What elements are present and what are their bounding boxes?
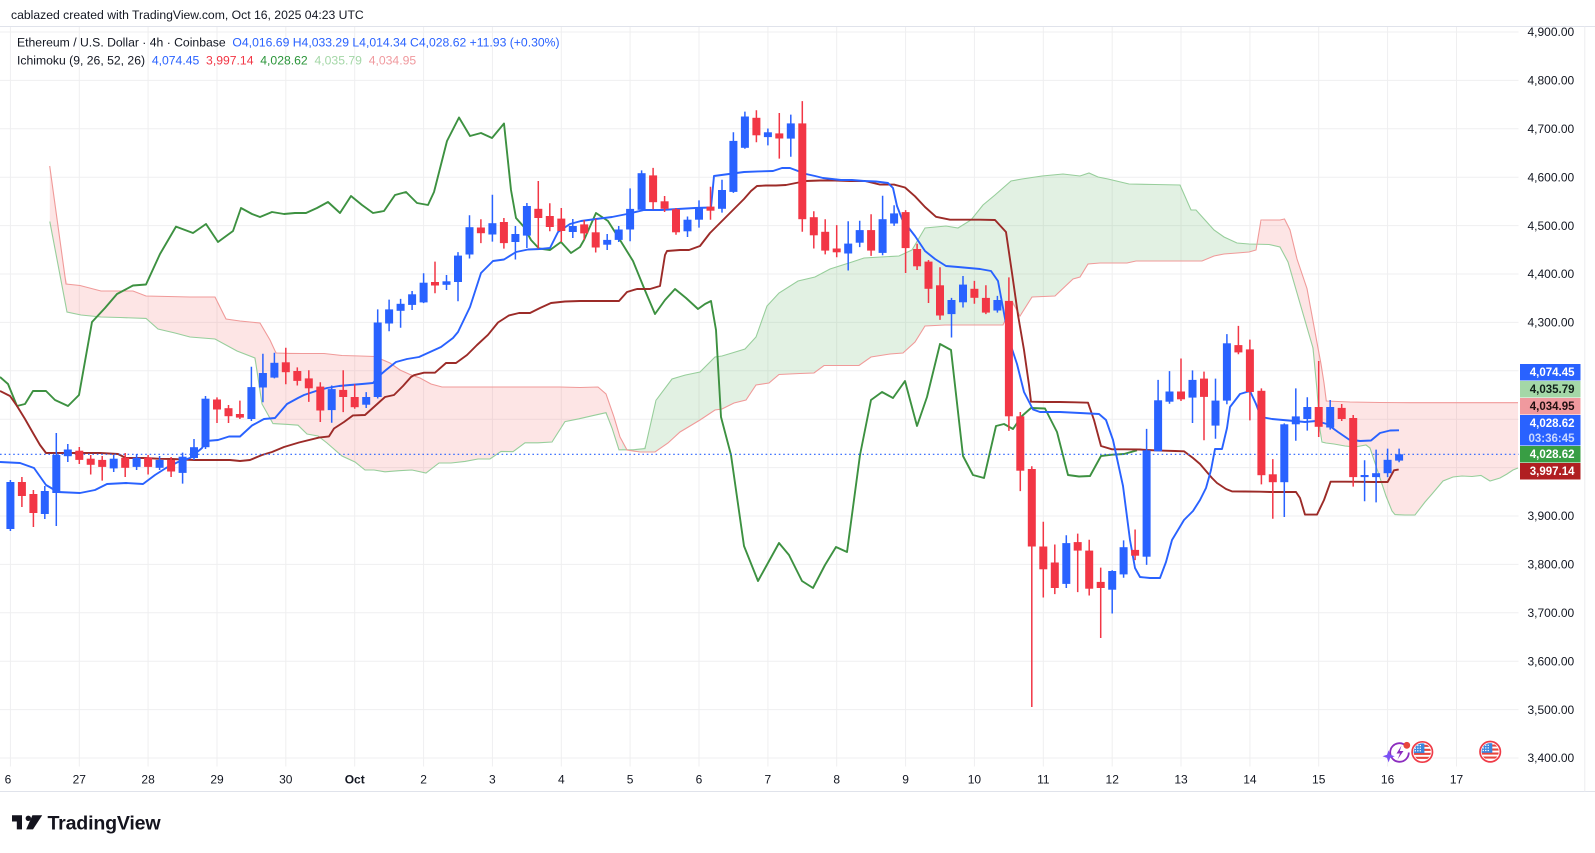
- svg-text:3: 3: [489, 773, 496, 787]
- svg-text:03:36:45: 03:36:45: [1528, 433, 1575, 445]
- svg-text:11: 11: [1037, 773, 1050, 787]
- svg-text:3,900.00: 3,900.00: [1528, 509, 1575, 523]
- svg-text:7: 7: [765, 773, 772, 787]
- svg-text:16: 16: [1381, 773, 1395, 787]
- svg-text:5: 5: [627, 773, 634, 787]
- svg-text:14: 14: [1243, 773, 1257, 787]
- svg-text:3,600.00: 3,600.00: [1528, 654, 1575, 668]
- svg-text:3,800.00: 3,800.00: [1528, 558, 1575, 572]
- svg-text:cablazed created with TradingV: cablazed created with TradingView.com, O…: [11, 8, 364, 22]
- svg-text:3,700.00: 3,700.00: [1528, 606, 1575, 620]
- svg-text:3,997.14: 3,997.14: [1530, 466, 1575, 478]
- svg-text:4,400.00: 4,400.00: [1528, 267, 1575, 281]
- svg-text:6: 6: [5, 773, 12, 787]
- svg-text:4,500.00: 4,500.00: [1528, 219, 1575, 233]
- svg-text:3,400.00: 3,400.00: [1528, 751, 1575, 765]
- svg-text:4,700.00: 4,700.00: [1528, 122, 1575, 136]
- svg-text:15: 15: [1312, 773, 1326, 787]
- svg-text:TradingView: TradingView: [48, 813, 162, 835]
- svg-text:4,028.62: 4,028.62: [1530, 449, 1575, 461]
- svg-text:3,500.00: 3,500.00: [1528, 703, 1575, 717]
- svg-text:Ethereum / U.S. Dollar · 4h ·: Ethereum / U.S. Dollar · 4h · Coinbase O…: [17, 36, 560, 50]
- svg-text:4,900.00: 4,900.00: [1528, 25, 1575, 39]
- svg-text:17: 17: [1450, 773, 1464, 787]
- svg-text:9: 9: [902, 773, 909, 787]
- svg-text:12: 12: [1106, 773, 1120, 787]
- svg-text:29: 29: [210, 773, 224, 787]
- svg-text:10: 10: [968, 773, 982, 787]
- svg-text:13: 13: [1174, 773, 1188, 787]
- svg-text:4: 4: [558, 773, 565, 787]
- svg-text:4,800.00: 4,800.00: [1528, 74, 1575, 88]
- svg-text:Ichimoku (9, 26, 52, 26) 4,07: Ichimoku (9, 26, 52, 26) 4,074.45 3,997.…: [17, 54, 416, 68]
- svg-text:4,300.00: 4,300.00: [1528, 316, 1575, 330]
- svg-text:4,034.95: 4,034.95: [1530, 401, 1575, 413]
- svg-text:8: 8: [833, 773, 840, 787]
- svg-text:4,600.00: 4,600.00: [1528, 170, 1575, 184]
- svg-text:4,074.45: 4,074.45: [1530, 367, 1575, 379]
- svg-text:4,035.79: 4,035.79: [1530, 384, 1575, 396]
- svg-text:27: 27: [73, 773, 87, 787]
- svg-text:2: 2: [420, 773, 427, 787]
- svg-text:30: 30: [279, 773, 293, 787]
- svg-text:4,028.62: 4,028.62: [1530, 418, 1575, 430]
- svg-text:28: 28: [141, 773, 155, 787]
- svg-text:6: 6: [696, 773, 703, 787]
- svg-text:Oct: Oct: [345, 773, 365, 787]
